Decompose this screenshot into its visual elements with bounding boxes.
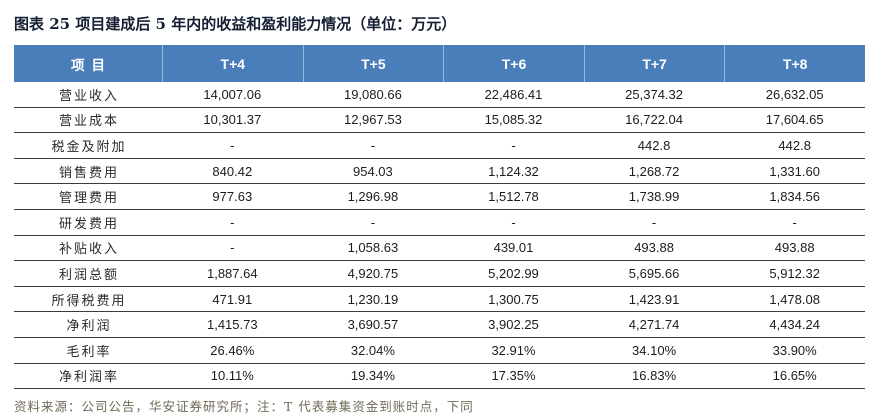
cell-value: 977.63 xyxy=(212,189,253,205)
header-cell-t6: T+6 xyxy=(443,45,584,82)
cell-value: 33.90% xyxy=(772,342,817,358)
cell-value: 17,604.65 xyxy=(765,112,824,128)
cell-value: 25,374.32 xyxy=(625,86,683,102)
table-row: 研发费用 - - - - - xyxy=(14,210,865,236)
cell-value: 22,486.41 xyxy=(484,86,543,102)
financial-table: 项目 T+4 T+5 T+6 T+7 T+8 营业收入 14,007.06 19,0… xyxy=(14,45,865,390)
row-label: 销售费用 xyxy=(58,165,119,181)
cell-value: - xyxy=(230,240,235,256)
header-cell-t5: T+5 xyxy=(302,45,444,82)
cell-value: 1,268.72 xyxy=(628,163,680,179)
cell-value: 4,271.74 xyxy=(628,317,680,333)
cell-value: - xyxy=(230,137,235,153)
cell-value: - xyxy=(511,214,516,230)
header-cell-t4: T+4 xyxy=(162,45,303,82)
cell-value: 1,478.08 xyxy=(769,291,820,307)
table-row: 补贴收入 - 1,058.63 439.01 493.88 493.88 xyxy=(14,236,865,262)
row-label: 营业成本 xyxy=(58,114,119,130)
cell-value: 10.11% xyxy=(210,368,254,384)
table-body: 营业收入 14,007.06 19,080.66 22,486.41 25,374.32… xyxy=(14,82,865,390)
row-label: 管理费用 xyxy=(58,191,119,207)
table-row: 营业收入 14,007.06 19,080.66 22,486.41 25,374.32… xyxy=(14,82,865,108)
cell-value: 12,967.53 xyxy=(343,112,402,128)
cell-value: 1,058.63 xyxy=(347,240,399,256)
table-row: 净利润 1,415.73 3,690.57 3,902.25 4,271.74 4,434… xyxy=(14,312,865,338)
cell-value: 3,690.57 xyxy=(347,317,399,333)
cell-value: 26,632.05 xyxy=(765,86,824,102)
cell-value: 3,902.25 xyxy=(488,317,539,333)
cell-value: 34.10% xyxy=(632,342,677,358)
cell-value: 442.8 xyxy=(637,137,671,153)
table-row: 销售费用 840.42 954.03 1,124.32 1,268.72 1,331.60 xyxy=(14,159,865,185)
table-row: 营业成本 10,301.37 12,967.53 15,085.32 16,722.04… xyxy=(14,108,865,134)
cell-value: 32.91% xyxy=(491,342,536,358)
header-cell-project: 项目 xyxy=(71,57,112,74)
row-label: 净利润 xyxy=(66,319,112,335)
cell-value: 493.88 xyxy=(634,240,674,256)
cell-value: 1,415.73 xyxy=(206,317,258,333)
cell-value: 19.34% xyxy=(350,368,395,384)
cell-value: 840.42 xyxy=(212,163,253,179)
cell-value: 1,296.98 xyxy=(347,189,399,205)
cell-value: 471.91 xyxy=(212,291,253,307)
table-row: 利润总额 1,887.64 4,920.75 5,202.99 5,695.66 5,91… xyxy=(14,261,865,287)
cell-value: 5,912.32 xyxy=(769,265,820,281)
cell-value: - xyxy=(792,214,797,230)
cell-value: 16,722.04 xyxy=(625,112,683,128)
source-note: 资料来源：公司公告，华安证券研究所；注：T 代表募集资金到账时点，下同 xyxy=(14,399,474,415)
table-row: 毛利率 26.46% 32.04% 32.91% 34.10% 33.90% xyxy=(14,338,865,364)
row-label: 净利润率 xyxy=(58,370,119,386)
cell-value: 15,085.32 xyxy=(484,112,543,128)
cell-value: - xyxy=(651,214,657,230)
cell-value: 14,007.06 xyxy=(203,86,262,102)
cell-value: 1,331.60 xyxy=(769,163,820,179)
table-row: 所得税费用 471.91 1,230.19 1,300.75 1,423.91 1,478… xyxy=(14,287,865,313)
cell-value: 19,080.66 xyxy=(343,86,402,102)
header-cell-t7: T+7 xyxy=(583,45,725,82)
cell-value: 16.83% xyxy=(632,368,677,384)
row-label: 税金及附加 xyxy=(51,139,127,155)
figure-title: 图表 25 项目建成后 5 年内的收益和盈利能力情况（单位：万元） xyxy=(14,15,457,33)
cell-value: 32.04% xyxy=(350,342,395,358)
cell-value: 493.88 xyxy=(774,240,815,256)
cell-value: 1,423.91 xyxy=(628,291,680,307)
row-label: 毛利率 xyxy=(66,344,112,360)
table-header-row: 项目 T+4 T+5 T+6 T+7 T+8 xyxy=(14,45,865,82)
cell-value: 1,230.19 xyxy=(347,291,399,307)
cell-value: - xyxy=(370,137,376,153)
cell-value: 17.35% xyxy=(491,368,536,384)
cell-value: 1,738.99 xyxy=(628,189,680,205)
row-label: 所得税费用 xyxy=(51,293,127,309)
cell-value: 4,920.75 xyxy=(347,265,399,281)
cell-value: - xyxy=(370,214,376,230)
table-row: 税金及附加 - - - 442.8 442.8 xyxy=(14,133,865,159)
row-label: 营业收入 xyxy=(58,88,119,104)
cell-value: 1,834.56 xyxy=(769,189,820,205)
header-cell-t8: T+8 xyxy=(724,45,865,82)
cell-value: 5,202.99 xyxy=(488,265,539,281)
cell-value: 439.01 xyxy=(493,240,534,256)
cell-value: 16.65% xyxy=(772,368,817,384)
cell-value: 4,434.24 xyxy=(769,317,820,333)
cell-value: 1,300.75 xyxy=(488,291,539,307)
row-label: 补贴收入 xyxy=(58,242,119,258)
cell-value: 1,512.78 xyxy=(488,189,539,205)
row-label: 研发费用 xyxy=(58,216,119,232)
cell-value: - xyxy=(230,214,235,230)
cell-value: 1,124.32 xyxy=(488,163,539,179)
table-row: 净利润率 10.11% 19.34% 17.35% 16.83% 16.65% xyxy=(14,364,865,390)
table-row: 管理费用 977.63 1,296.98 1,512.78 1,738.99 1,834.… xyxy=(14,184,865,210)
cell-value: 442.8 xyxy=(778,137,811,153)
cell-value: 954.03 xyxy=(353,163,393,179)
row-label: 利润总额 xyxy=(58,267,119,283)
cell-value: 10,301.37 xyxy=(203,112,262,128)
cell-value: - xyxy=(511,137,516,153)
cell-value: 1,887.64 xyxy=(206,265,258,281)
cell-value: 26.46% xyxy=(210,342,255,358)
cell-value: 5,695.66 xyxy=(628,265,680,281)
